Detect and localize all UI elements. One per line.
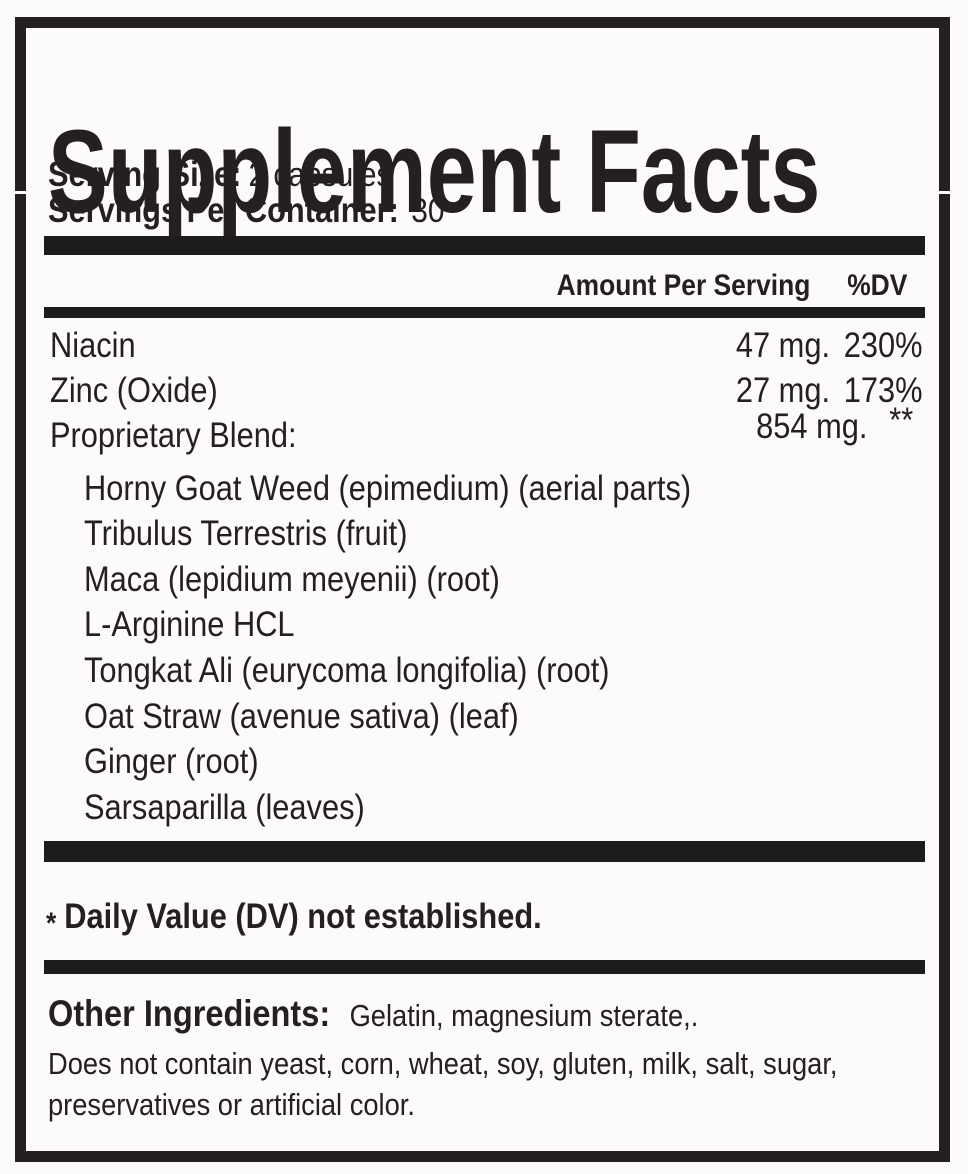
border-seam-right <box>937 191 952 194</box>
disclaimer-line: preservatives or artificial color. <box>48 1087 415 1122</box>
divider-bar-thick-top <box>44 236 925 255</box>
blend-ingredient: Maca (lepidium meyenii) (root) <box>84 560 500 599</box>
divider-bar-thick-middle <box>44 841 925 862</box>
serving-size-value: 2 capsules <box>248 156 392 194</box>
blend-ingredient: Horny Goat Weed (epimedium) (aerial part… <box>84 469 692 508</box>
nutrient-name: Niacin <box>50 326 136 365</box>
divider-bar-footer <box>44 960 925 974</box>
blend-ingredient: Oat Straw (avenue sativa) (leaf) <box>84 697 519 736</box>
serving-size-label: Serving Size: <box>48 155 242 194</box>
blend-ingredient: L-Arginine HCL <box>84 605 295 644</box>
blend-ingredient: Tribulus Terrestris (fruit) <box>84 514 408 553</box>
blend-ingredient: Tongkat Ali (eurycoma longifolia) (root) <box>84 651 610 690</box>
nutrient-dv: 173% <box>844 371 923 410</box>
daily-value-footnote: * Daily Value (DV) not established. <box>46 897 609 939</box>
blend-ingredient: Ginger (root) <box>84 742 259 781</box>
border-seam-left <box>14 191 28 194</box>
blend-ingredient: Sarsaparilla (leaves) <box>84 788 365 827</box>
nutrient-dv-not-established-marker: ** <box>889 401 913 440</box>
nutrient-name: Zinc (Oxide) <box>50 371 218 410</box>
other-ingredients-value: Gelatin, magnesium sterate,. <box>349 998 699 1033</box>
nutrient-dv: 230% <box>844 326 923 365</box>
column-header-dv: %DV <box>846 269 907 302</box>
disclaimer-line: Does not contain yeast, corn, wheat, soy… <box>48 1046 838 1081</box>
servings-per-container-line: Servings Per Container: 30 <box>48 193 499 228</box>
footnote-text: Daily Value (DV) not established. <box>64 897 542 936</box>
nutrient-amount: 27 mg. <box>735 371 830 410</box>
divider-bar-header <box>44 307 925 318</box>
nutrient-name: Proprietary Blend: <box>50 416 297 455</box>
column-header-amount-per-serving: Amount Per Serving <box>556 269 810 302</box>
label-title: Supplement Facts <box>48 106 821 239</box>
other-ingredients-label: Other Ingredients: <box>48 993 331 1034</box>
servings-per-container-value: 30 <box>411 192 445 230</box>
footnote-asterisk-icon: * <box>46 907 57 940</box>
nutrient-amount: 47 mg. <box>735 326 830 365</box>
serving-size-line: Serving Size: 2 capsules <box>48 157 438 192</box>
servings-per-container-label: Servings Per Container: <box>48 191 399 230</box>
other-ingredients-line: Other Ingredients: Gelatin, magnesium ste… <box>48 995 787 1032</box>
nutrient-amount: 854 mg. <box>755 407 867 446</box>
